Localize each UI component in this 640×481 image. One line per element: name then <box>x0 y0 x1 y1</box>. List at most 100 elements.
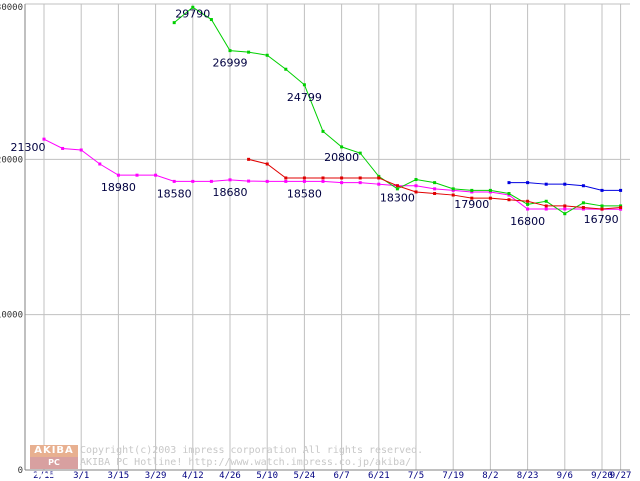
series-point <box>488 188 492 192</box>
x-tick-label: 6/7 <box>333 471 349 480</box>
series-point <box>42 137 46 141</box>
series-point <box>191 5 195 9</box>
series-point <box>247 157 251 161</box>
data-label: 24799 <box>287 91 322 104</box>
series-point <box>302 176 306 180</box>
data-label: 18680 <box>213 186 248 199</box>
series-point <box>98 162 102 166</box>
series-point <box>563 204 567 208</box>
series-point <box>470 196 474 200</box>
series-point <box>563 182 567 186</box>
data-label: 29790 <box>175 7 210 20</box>
x-tick-labels: 2/15 3/1 3/15 3/29 4/12 4/26 5/10 5/24 6/7 6/21 7/… <box>33 471 631 480</box>
series-point <box>284 179 288 183</box>
series-point <box>433 187 437 191</box>
series-point <box>321 129 325 133</box>
x-tick-label: 6/21 <box>368 471 390 480</box>
series-point <box>358 176 362 180</box>
data-label: 18300 <box>380 192 415 205</box>
series-point <box>209 18 213 22</box>
series-point <box>544 199 548 203</box>
series-point <box>321 179 325 183</box>
series-point <box>358 181 362 185</box>
x-tick-label: 7/5 <box>408 471 424 480</box>
series-point <box>619 204 623 208</box>
series-point <box>79 148 83 152</box>
x-tick-label: 3/15 <box>108 471 130 480</box>
axes <box>24 4 630 471</box>
x-tick-label: 8/23 <box>517 471 539 480</box>
data-label: 20800 <box>324 151 359 164</box>
series-line <box>173 6 621 215</box>
series-point <box>284 176 288 180</box>
data-label: 18980 <box>101 181 136 194</box>
series-point <box>321 176 325 180</box>
series-point <box>581 207 585 211</box>
x-tick-label: 3/29 <box>145 471 167 480</box>
y-tick-label: 30000 <box>0 3 23 13</box>
series-point <box>116 173 120 177</box>
series-point <box>247 50 251 54</box>
series-point <box>377 182 381 186</box>
series-point <box>581 184 585 188</box>
series-point <box>340 145 344 149</box>
series-point <box>544 204 548 208</box>
series-point <box>265 179 269 183</box>
series-point <box>191 179 195 183</box>
series-line <box>43 138 621 210</box>
series-point <box>340 181 344 185</box>
series-point <box>507 192 511 196</box>
series-point <box>488 190 492 194</box>
series-point <box>544 207 548 211</box>
series-point <box>581 201 585 205</box>
x-tick-label: 5/10 <box>256 471 278 480</box>
y-tick-label: 0 <box>18 466 23 476</box>
series-point <box>265 162 269 166</box>
url-line: AKIBA PC Hotline! http://www.watch.impre… <box>80 457 412 468</box>
series-point <box>209 179 213 183</box>
series-point <box>228 178 232 182</box>
series-point <box>247 179 251 183</box>
series-point <box>61 146 65 150</box>
series-point <box>154 173 158 177</box>
data-label: 16790 <box>584 213 619 226</box>
series-point <box>302 179 306 183</box>
series-point <box>395 184 399 188</box>
y-tick-label: 10000 <box>0 311 23 321</box>
data-label: 18580 <box>157 187 192 200</box>
data-label: 18580 <box>287 187 322 200</box>
data-label: 17900 <box>454 198 489 211</box>
series-point <box>470 188 474 192</box>
series-point <box>414 190 418 194</box>
series-point <box>470 190 474 194</box>
series-point <box>340 176 344 180</box>
copyright-text: Copyright(c)2003 impress corporation All… <box>80 445 423 469</box>
series-point <box>284 67 288 71</box>
series-point <box>302 83 306 87</box>
data-labels: 29790 26999 24799 21300 20800 18980 18580 18680… <box>11 7 619 228</box>
x-tick-label: 4/12 <box>182 471 204 480</box>
series-point <box>619 205 623 209</box>
series-point <box>619 188 623 192</box>
x-tick-label: 3/1 <box>73 471 89 480</box>
x-tick-label: 7/19 <box>442 471 464 480</box>
x-tick-label: 2/15 <box>33 471 55 480</box>
x-tick-label: 5/24 <box>294 471 316 480</box>
series-point <box>265 53 269 57</box>
series-point <box>433 181 437 185</box>
series-point <box>451 193 455 197</box>
copyright-line: Copyright(c)2003 impress corporation All… <box>80 445 424 456</box>
series-point <box>395 187 399 191</box>
series-point <box>507 193 511 197</box>
copyright-watermark: AKIBA PC Hotline! Copyright(c)2003 impre… <box>30 445 490 479</box>
grid-lines <box>25 3 630 470</box>
series-point <box>451 188 455 192</box>
series-point <box>526 199 530 203</box>
series-point <box>563 212 567 216</box>
x-tick-label: 4/26 <box>219 471 241 480</box>
series-point <box>507 198 511 202</box>
series-lines <box>42 5 623 216</box>
series-point <box>377 174 381 178</box>
series-point <box>563 207 567 211</box>
x-tick-label: 9/20 <box>591 471 613 480</box>
